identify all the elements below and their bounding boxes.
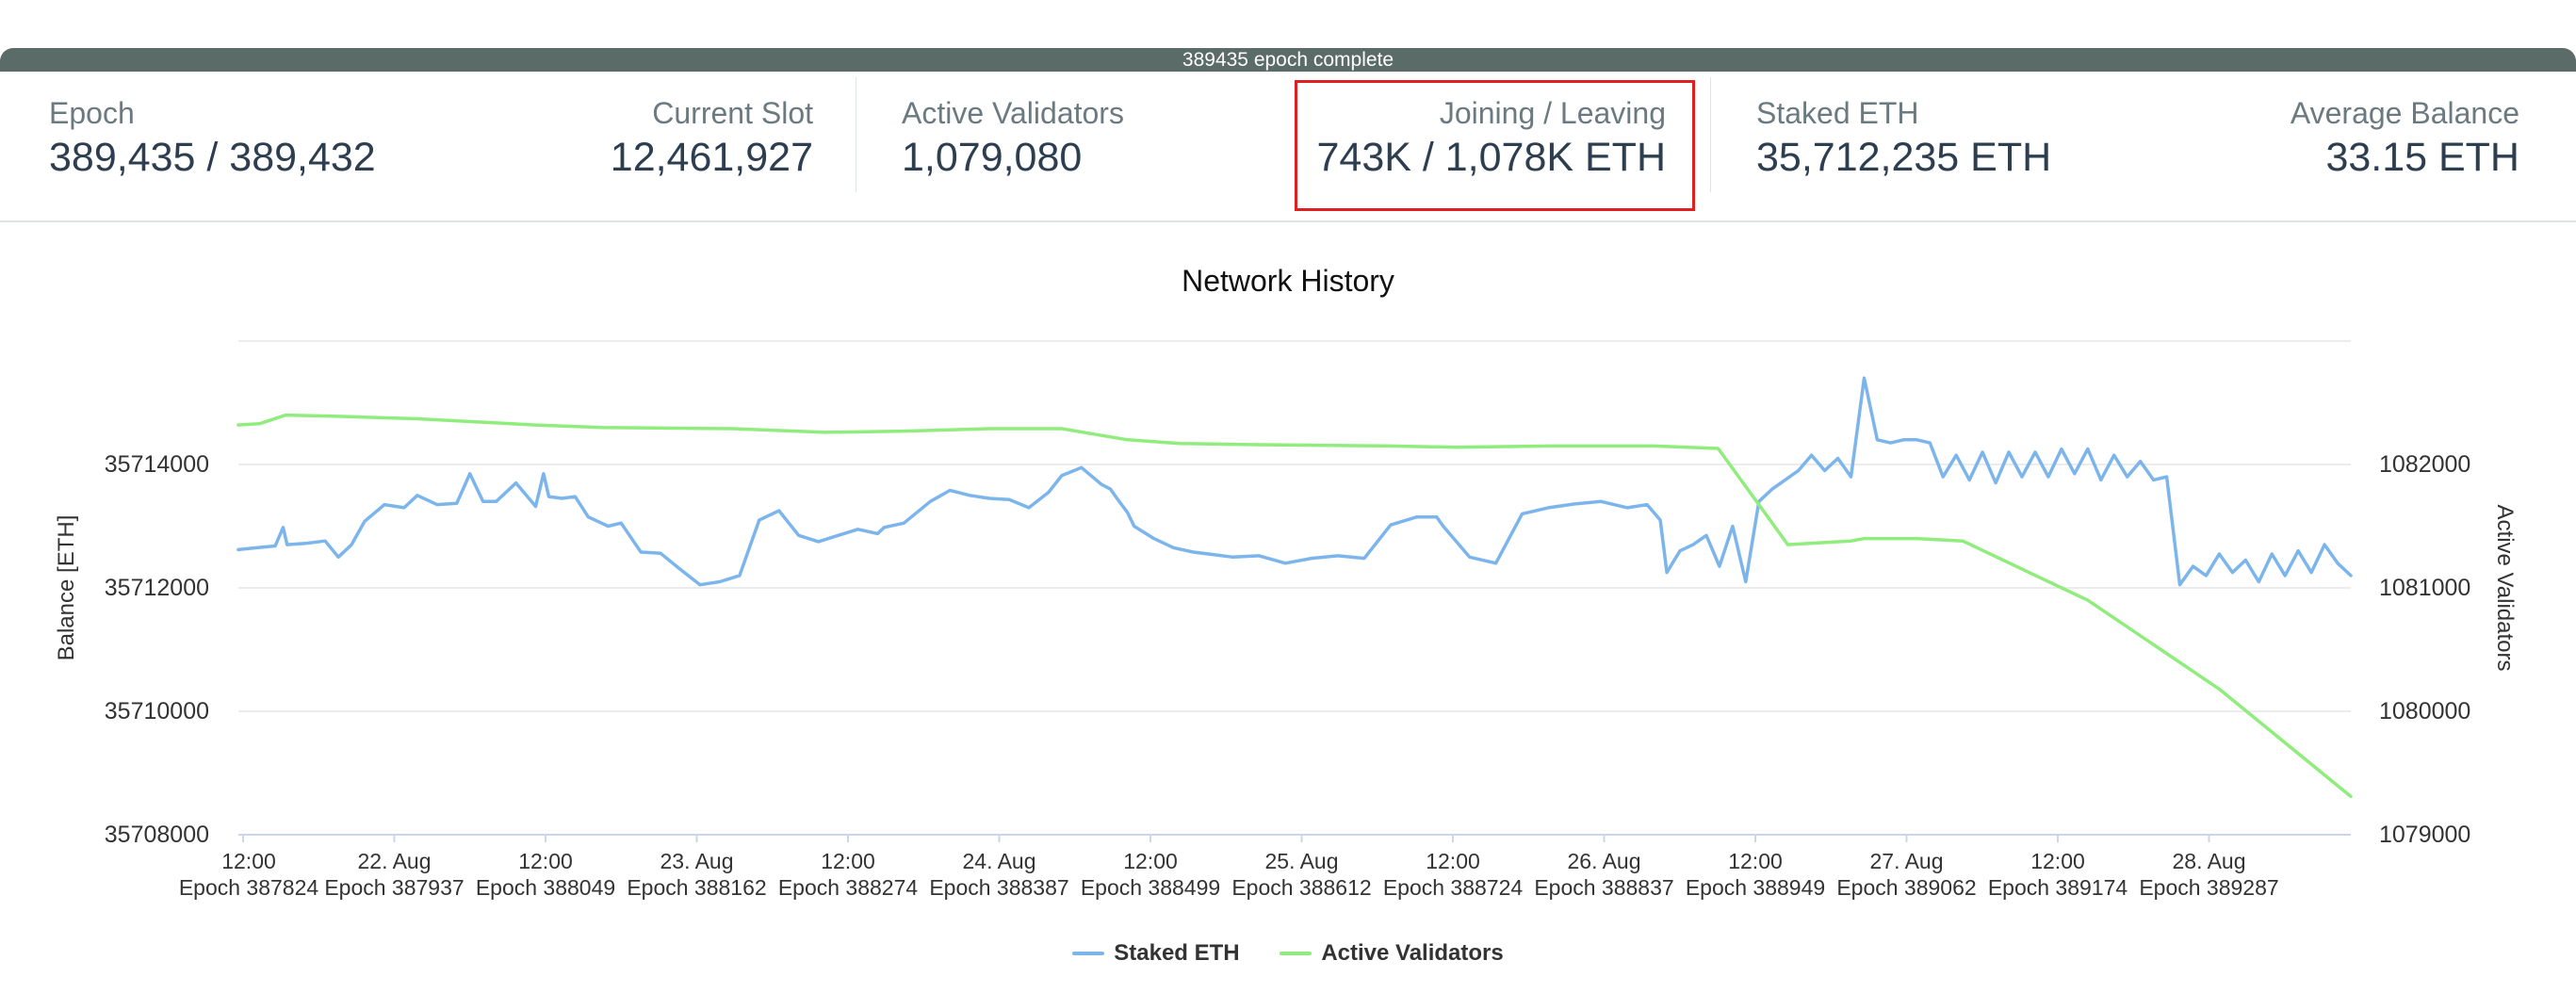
stat-current-slot: Current Slot 12,461,927 (471, 72, 813, 220)
x-axis-tick-date: 12:00 (2030, 849, 2085, 873)
stat-average-balance: Average Balance 33.15 ETH (2167, 72, 2519, 220)
stat-average-balance-label: Average Balance (2290, 96, 2519, 130)
stat-staked-eth-value: 35,712,235 ETH (1756, 135, 2052, 180)
stat-staked-eth-label: Staked ETH (1756, 96, 1919, 130)
x-axis-tick-date: 12:00 (518, 849, 573, 873)
stat-joining-leaving-label: Joining / Leaving (1439, 96, 1666, 130)
legend-swatch-active-validators (1280, 952, 1312, 955)
legend-item-active-validators[interactable]: Active Validators (1280, 940, 1504, 967)
left-axis-title: Balance [ETH] (54, 515, 79, 661)
chart-title: Network History (1182, 264, 1394, 298)
stats-divider (1710, 77, 1711, 192)
x-axis-tick-epoch: Epoch 388274 (778, 875, 919, 900)
x-axis-tick-epoch: Epoch 389062 (1836, 875, 1976, 900)
x-axis-tick-date: 22. Aug (357, 849, 431, 873)
x-axis-tick-date: 23. Aug (660, 849, 733, 873)
stat-staked-eth: Staked ETH 35,712,235 ETH (1756, 72, 2152, 220)
x-axis-tick-date: 24. Aug (962, 849, 1035, 873)
right-axis-tick-label: 1081000 (2379, 575, 2470, 601)
x-axis-tick-epoch: Epoch 388387 (929, 875, 1068, 900)
x-axis-tick-date: 12:00 (1123, 849, 1178, 873)
x-axis-tick-epoch: Epoch 388837 (1534, 875, 1673, 900)
stat-epoch: Epoch 389,435 / 389,432 (49, 72, 407, 220)
right-axis-tick-label: 1082000 (2379, 451, 2470, 478)
stat-epoch-value: 389,435 / 389,432 (49, 135, 376, 180)
epoch-progress-bar: 389435 epoch complete (0, 48, 2576, 72)
right-axis-tick-label: 1079000 (2379, 822, 2470, 848)
legend-item-staked-eth[interactable]: Staked ETH (1072, 940, 1240, 967)
x-axis-tick-date: 12:00 (1728, 849, 1783, 873)
stat-current-slot-value: 12,461,927 (610, 135, 813, 180)
stat-current-slot-label: Current Slot (652, 96, 813, 130)
stat-active-validators-value: 1,079,080 (902, 135, 1083, 180)
x-axis-tick-date: 12:00 (821, 849, 875, 873)
stat-joining-leaving: Joining / Leaving 743K / 1,078K ETH (1300, 72, 1667, 220)
left-axis-tick-label: 35712000 (105, 575, 209, 601)
x-axis-tick-epoch: Epoch 387824 (179, 875, 319, 900)
stat-epoch-label: Epoch (49, 96, 135, 130)
chart-legend: Staked ETH Active Validators (0, 936, 2576, 967)
legend-label-active-validators: Active Validators (1321, 940, 1504, 966)
x-axis-tick-date: 27. Aug (1869, 849, 1943, 873)
left-axis-tick-label: 35710000 (105, 698, 209, 724)
x-axis-tick-date: 26. Aug (1567, 849, 1640, 873)
stat-joining-leaving-value: 743K / 1,078K ETH (1316, 135, 1667, 180)
x-axis-tick-date: 12:00 (1426, 849, 1480, 873)
stat-average-balance-value: 33.15 ETH (2325, 135, 2519, 180)
stat-active-validators-label: Active Validators (902, 96, 1124, 130)
network-stats-bar: Epoch 389,435 / 389,432 Current Slot 12,… (0, 72, 2576, 222)
legend-swatch-staked-eth (1072, 952, 1105, 955)
x-axis-tick-epoch: Epoch 388049 (476, 875, 615, 900)
stat-active-validators: Active Validators 1,079,080 (902, 72, 1260, 220)
x-axis-tick-date: 12:00 (221, 849, 276, 873)
staked-eth-line (236, 376, 2353, 587)
x-axis-tick-epoch: Epoch 388612 (1231, 875, 1371, 900)
active-validators-line (236, 413, 2353, 799)
left-axis-tick-label: 35708000 (105, 822, 209, 848)
x-axis-tick-epoch: Epoch 388949 (1686, 875, 1825, 900)
x-axis-tick-epoch: Epoch 388724 (1383, 875, 1524, 900)
legend-label-staked-eth: Staked ETH (1114, 940, 1240, 966)
x-axis-tick-date: 28. Aug (2172, 849, 2245, 873)
highlight-box (1295, 80, 1695, 211)
x-axis-tick-date: 25. Aug (1264, 849, 1338, 873)
x-axis-tick-epoch: Epoch 387937 (324, 875, 464, 900)
right-axis-title: Active Validators (2492, 505, 2518, 672)
epoch-progress-label: 389435 epoch complete (1182, 49, 1394, 71)
left-axis-tick-label: 35714000 (105, 451, 209, 478)
x-axis-tick-epoch: Epoch 389287 (2139, 875, 2278, 900)
right-axis-tick-label: 1080000 (2379, 698, 2470, 724)
x-axis-tick-epoch: Epoch 388499 (1081, 875, 1220, 900)
x-axis-tick-epoch: Epoch 389174 (1988, 875, 2128, 900)
x-axis-tick-epoch: Epoch 388162 (627, 875, 766, 900)
